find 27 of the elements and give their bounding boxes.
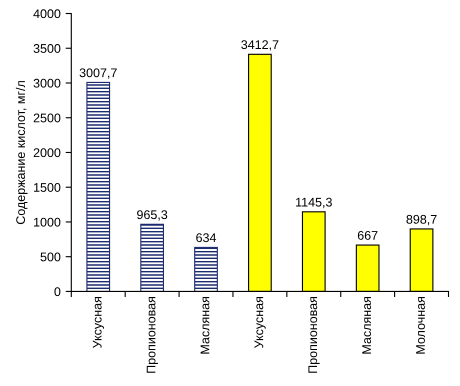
y-tick-label: 2000 [34, 148, 60, 158]
data-label: 3412,7 [241, 40, 278, 51]
y-tick-label: 1000 [34, 218, 60, 227]
x-tick-label: Уксусная [92, 297, 104, 348]
data-label: 1145,3 [296, 198, 332, 208]
y-tick-label: 3500 [34, 44, 60, 53]
y-tick-label: 4000 [33, 9, 60, 18]
y-axis-title: Содержание кислот, мг/л [16, 81, 28, 224]
data-label: 898,7 [406, 214, 437, 226]
y-tick-label: 2500 [34, 114, 60, 122]
y-tick-label: 0 [54, 287, 60, 296]
x-tick-label: Уксусная [254, 297, 266, 348]
y-tick-label: 500 [40, 252, 60, 262]
x-tick-label: Молочная [416, 297, 425, 354]
bar [86, 82, 110, 292]
data-label: 667 [358, 230, 378, 240]
x-tick-label: Пропионовая [308, 297, 320, 373]
x-tick-label: Пропионовая [146, 297, 158, 373]
x-tick-label: Масляная [200, 297, 210, 354]
y-tick-label: 3000 [34, 78, 60, 88]
data-label: 634 [196, 233, 216, 242]
data-label: 3007,7 [80, 68, 117, 79]
bar [140, 224, 164, 292]
data-label: 965,3 [137, 210, 168, 221]
bar [194, 246, 218, 292]
x-tick-label: Масляная [362, 297, 372, 354]
y-tick-label: 1500 [34, 183, 60, 192]
